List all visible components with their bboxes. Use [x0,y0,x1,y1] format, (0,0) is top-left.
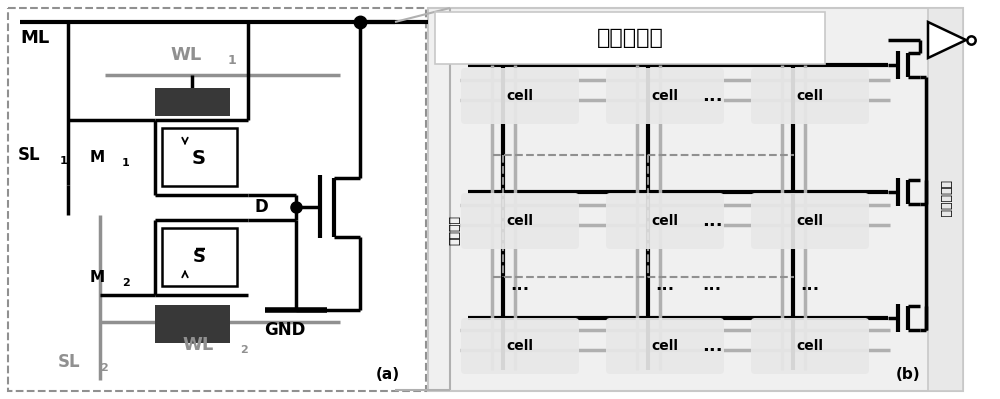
Bar [162,128,237,186]
FancyBboxPatch shape [461,68,579,124]
FancyBboxPatch shape [606,318,724,374]
Bar [162,228,237,286]
Text: ...: ... [702,87,722,105]
Text: cell: cell [507,89,534,103]
Bar [155,88,230,116]
Text: cell: cell [796,89,824,103]
Text: ...: ... [655,276,675,294]
FancyBboxPatch shape [751,193,869,249]
Text: 1: 1 [228,53,237,67]
Text: cell: cell [652,89,678,103]
Text: 1: 1 [60,156,68,166]
Bar [155,305,230,343]
Text: ...: ... [510,276,530,294]
Text: 2: 2 [100,363,108,373]
Text: 反相放大器: 反相放大器 [938,180,952,218]
Bar [8,8,426,391]
Text: M: M [90,271,105,286]
FancyBboxPatch shape [751,68,869,124]
Text: 存线驱动: 存线驱动 [448,215,462,245]
FancyBboxPatch shape [461,193,579,249]
Bar [435,12,825,64]
Text: M: M [90,150,105,166]
Text: (a): (a) [376,367,400,382]
Text: cell: cell [796,214,824,228]
Text: S: S [192,150,206,168]
Text: WL: WL [170,46,201,64]
Text: S̅: S̅ [192,248,206,266]
Text: cell: cell [507,214,534,228]
Text: GND: GND [264,321,306,339]
Text: 搜索缓冲区: 搜索缓冲区 [597,28,663,48]
Text: 1: 1 [122,158,130,168]
FancyBboxPatch shape [606,68,724,124]
Text: ML: ML [20,29,49,47]
Text: ...: ... [702,276,722,294]
Bar [928,8,963,391]
Text: 2: 2 [240,345,248,355]
FancyBboxPatch shape [606,193,724,249]
Text: ...: ... [702,212,722,230]
Text: cell: cell [652,214,678,228]
FancyBboxPatch shape [751,318,869,374]
Text: D: D [254,198,268,216]
FancyBboxPatch shape [461,318,579,374]
Text: ...: ... [800,276,820,294]
Text: SL: SL [18,146,41,164]
Text: cell: cell [652,339,678,353]
Bar [428,8,963,391]
Text: (b): (b) [895,367,920,382]
Text: cell: cell [796,339,824,353]
Polygon shape [928,22,966,58]
Text: WL: WL [182,336,213,354]
Text: SL: SL [58,353,81,371]
Text: ...: ... [702,337,722,355]
Text: cell: cell [507,339,534,353]
Text: 2: 2 [122,278,130,288]
